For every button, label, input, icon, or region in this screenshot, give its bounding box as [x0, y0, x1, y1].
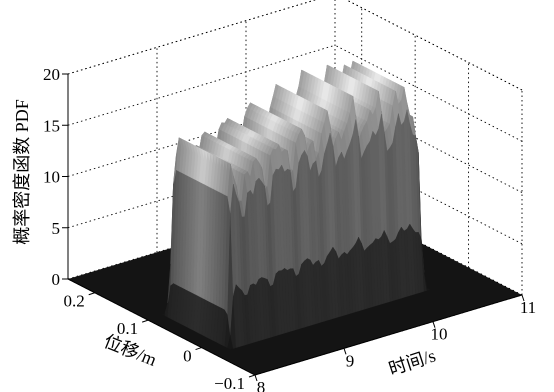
grid-line-z-backwall: [67, 44, 336, 126]
x-tick-mark: [343, 348, 347, 355]
pdf-surface: [68, 60, 522, 375]
y-tick-label: −0.1: [214, 374, 245, 392]
x-tick-label: 8: [257, 378, 266, 392]
x-axis-line: [254, 294, 523, 376]
x-tick-label: 11: [520, 298, 536, 317]
z-axis-label: 概率密度函数 PDF: [12, 99, 32, 245]
z-tick-label: 10: [43, 168, 60, 187]
grid-line-z-backwall: [67, 147, 336, 229]
surface-facet: [423, 272, 431, 291]
x-tick-mark: [254, 374, 258, 382]
x-tick-mark: [432, 321, 436, 328]
z-tick-label: 5: [52, 219, 61, 238]
x-tick-mark: [521, 294, 525, 302]
z-tick-label: 15: [43, 116, 60, 135]
y-tick-mark: [88, 292, 95, 296]
z-tick-label: 20: [43, 65, 60, 84]
y-tick-mark: [141, 319, 149, 323]
box-top-back: [67, 0, 317, 75]
grid-line-z-backwall: [67, 0, 317, 75]
y-axis-line: [67, 278, 256, 376]
y-tick-mark: [248, 374, 256, 378]
x-tick-label: 10: [431, 325, 448, 344]
z-tick-label: 0: [52, 270, 61, 289]
grid-line-z-backwall: [67, 198, 336, 280]
y-tick-label: 0.2: [63, 292, 84, 311]
grid-line-z-backwall: [67, 96, 336, 177]
x-axis-label: 时间/s: [386, 345, 438, 379]
y-tick-label: 0: [183, 347, 192, 366]
x-tick-label: 9: [346, 351, 355, 370]
y-tick-label: 0.1: [117, 319, 138, 338]
y-tick-mark: [195, 347, 202, 351]
